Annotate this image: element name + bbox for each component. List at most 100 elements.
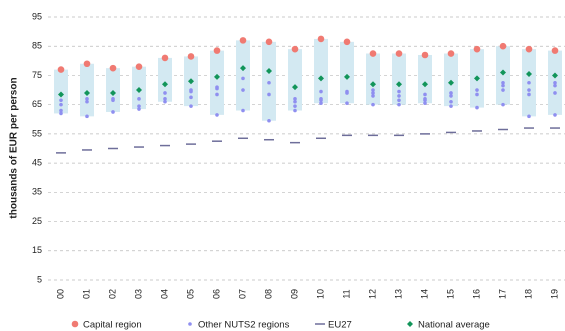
region-point xyxy=(371,91,375,95)
range-box xyxy=(392,53,406,105)
region-point xyxy=(371,88,375,92)
y-tick-label: 95 xyxy=(32,11,42,21)
region-point xyxy=(553,91,557,95)
region-point xyxy=(501,88,505,92)
point xyxy=(188,78,194,85)
region-point xyxy=(215,113,219,117)
x-tick-label: 08 xyxy=(263,289,273,299)
region-point xyxy=(215,85,219,89)
point xyxy=(369,50,377,57)
region-point xyxy=(371,102,375,107)
region-point xyxy=(397,102,401,107)
x-tick-label: 19 xyxy=(549,289,559,299)
point xyxy=(396,81,402,88)
region-point xyxy=(293,97,297,101)
legend-label: Other NUTS2 regions xyxy=(198,320,290,331)
point xyxy=(84,89,90,96)
point xyxy=(395,50,403,57)
x-tick-label: 02 xyxy=(107,289,117,299)
region-point xyxy=(527,92,531,97)
point xyxy=(57,66,65,73)
region-point xyxy=(319,89,323,94)
x-tick-label: 03 xyxy=(133,289,143,299)
region-point xyxy=(527,88,531,92)
point xyxy=(474,75,480,82)
point xyxy=(187,53,195,60)
x-tick-label: 05 xyxy=(185,289,195,299)
point xyxy=(266,68,272,75)
region-point xyxy=(345,101,349,106)
region-point xyxy=(449,104,453,108)
range-box xyxy=(418,54,432,104)
y-tick-label: 55 xyxy=(32,128,42,138)
region-point xyxy=(449,94,453,98)
point xyxy=(318,75,324,82)
region-point xyxy=(137,107,141,111)
region-point xyxy=(59,98,63,103)
region-point xyxy=(241,76,245,81)
region-point xyxy=(475,92,479,97)
point xyxy=(317,35,325,43)
region-point xyxy=(163,97,167,101)
point xyxy=(526,70,532,77)
region-point xyxy=(397,89,401,94)
region-point xyxy=(59,102,63,107)
y-tick-label: 65 xyxy=(32,99,42,109)
point xyxy=(370,81,376,88)
region-point xyxy=(59,111,63,116)
region-point xyxy=(85,99,89,104)
region-point xyxy=(397,98,401,103)
legend-marker xyxy=(71,320,79,328)
point xyxy=(422,81,428,88)
region-point xyxy=(501,83,505,88)
region-point xyxy=(293,108,297,113)
y-tick-label: 75 xyxy=(32,70,42,80)
y-tick-label: 5 xyxy=(37,274,42,284)
x-tick-label: 16 xyxy=(471,289,481,299)
region-point xyxy=(397,94,401,98)
point xyxy=(552,72,558,79)
y-tick-label: 25 xyxy=(32,216,42,226)
region-point xyxy=(449,91,453,95)
region-point xyxy=(163,99,167,104)
x-tick-label: 09 xyxy=(289,289,299,299)
region-point xyxy=(85,114,89,119)
point xyxy=(291,45,299,53)
x-tick-label: 13 xyxy=(393,289,403,299)
legend-label: Capital region xyxy=(83,320,142,331)
x-tick-label: 04 xyxy=(159,289,169,299)
range-box xyxy=(210,50,224,115)
region-point xyxy=(319,101,323,106)
x-tick-label: 06 xyxy=(211,289,221,299)
region-point xyxy=(59,108,63,113)
region-point xyxy=(137,97,141,101)
region-point xyxy=(137,104,141,108)
region-point xyxy=(319,97,323,101)
region-point xyxy=(267,92,271,97)
point xyxy=(136,87,142,94)
point xyxy=(551,47,559,54)
region-point xyxy=(111,110,115,114)
region-point xyxy=(85,97,89,101)
point xyxy=(240,65,246,72)
point xyxy=(265,38,273,46)
point xyxy=(213,47,221,54)
region-point xyxy=(241,108,245,113)
range-box xyxy=(314,38,328,104)
point xyxy=(447,50,455,57)
x-tick-label: 00 xyxy=(55,289,65,299)
region-point xyxy=(189,95,193,100)
point xyxy=(83,60,91,68)
x-tick-label: 17 xyxy=(497,289,507,299)
point xyxy=(448,79,454,86)
point xyxy=(135,63,143,70)
point xyxy=(239,37,247,44)
point xyxy=(292,84,298,91)
legend-marker xyxy=(407,321,413,327)
x-tick-label: 11 xyxy=(341,289,351,298)
range-box xyxy=(366,53,380,105)
x-tick-label: 07 xyxy=(237,289,247,299)
y-axis-label: thousands of EUR per person xyxy=(9,77,20,218)
region-point xyxy=(371,94,375,98)
x-tick-label: 15 xyxy=(445,289,455,299)
